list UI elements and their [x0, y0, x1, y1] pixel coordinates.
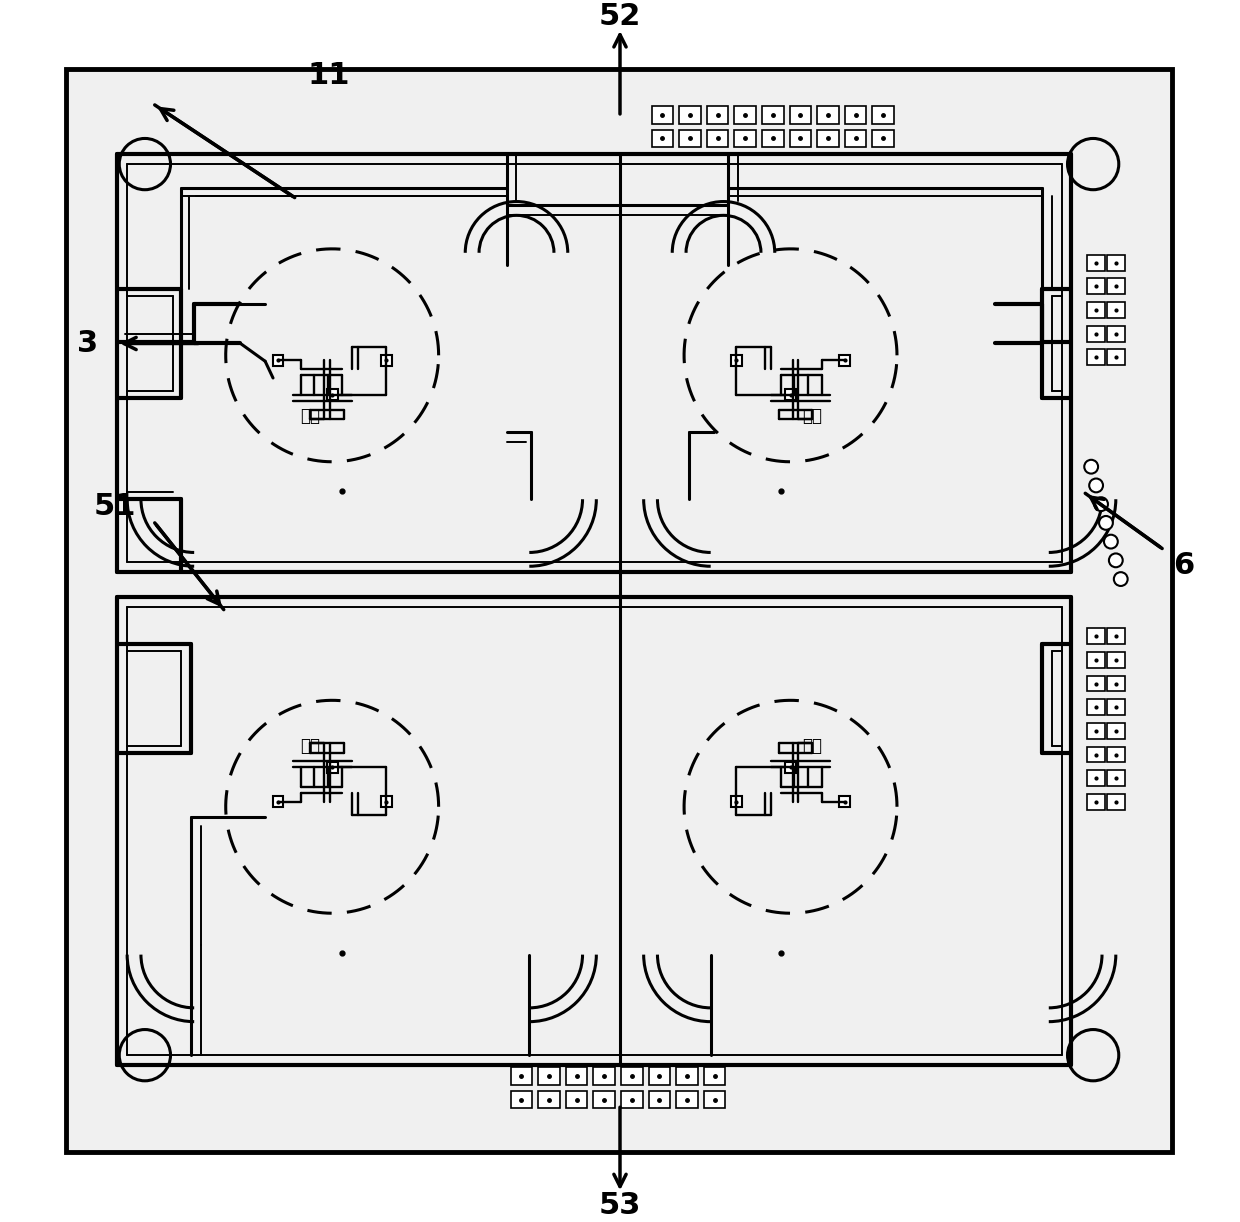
- Text: 53: 53: [599, 1191, 641, 1221]
- Circle shape: [1099, 516, 1112, 530]
- Bar: [817, 106, 838, 123]
- Bar: [649, 1067, 671, 1085]
- Bar: [621, 1091, 642, 1108]
- Bar: [680, 130, 701, 148]
- Bar: [785, 763, 796, 772]
- Bar: [839, 797, 851, 808]
- Text: 52: 52: [599, 1, 641, 31]
- Circle shape: [1094, 497, 1107, 511]
- Bar: [66, 70, 1172, 1152]
- Bar: [1087, 326, 1105, 341]
- Circle shape: [1089, 479, 1104, 492]
- Bar: [1087, 747, 1105, 763]
- Bar: [1107, 699, 1125, 715]
- Bar: [761, 130, 784, 148]
- Bar: [707, 106, 728, 123]
- Bar: [565, 1067, 588, 1085]
- Bar: [844, 130, 867, 148]
- Bar: [538, 1091, 560, 1108]
- Bar: [594, 1067, 615, 1085]
- Bar: [707, 130, 728, 148]
- Circle shape: [1109, 554, 1122, 567]
- Text: 开关: 开关: [300, 407, 320, 425]
- Bar: [1087, 653, 1105, 667]
- Bar: [676, 1067, 698, 1085]
- Circle shape: [1084, 459, 1099, 474]
- Text: 开关: 开关: [802, 407, 822, 425]
- Bar: [1087, 302, 1105, 318]
- Bar: [1087, 628, 1105, 644]
- Bar: [790, 130, 811, 148]
- Bar: [734, 106, 756, 123]
- Bar: [785, 390, 796, 400]
- Bar: [873, 130, 894, 148]
- Bar: [790, 106, 811, 123]
- Bar: [730, 354, 742, 365]
- Bar: [1107, 653, 1125, 667]
- Bar: [1107, 747, 1125, 763]
- Bar: [1087, 699, 1105, 715]
- Bar: [511, 1067, 532, 1085]
- Text: 3: 3: [77, 329, 98, 358]
- Bar: [1087, 676, 1105, 692]
- Bar: [844, 106, 867, 123]
- Bar: [730, 797, 742, 808]
- Text: 6: 6: [1173, 551, 1194, 579]
- Bar: [1087, 349, 1105, 365]
- Bar: [327, 763, 337, 772]
- Text: 开关: 开关: [802, 737, 822, 755]
- Bar: [1087, 723, 1105, 739]
- Bar: [704, 1067, 725, 1085]
- Bar: [839, 354, 851, 365]
- Bar: [1107, 326, 1125, 341]
- Bar: [1087, 254, 1105, 270]
- Bar: [1087, 770, 1105, 786]
- Circle shape: [1104, 535, 1117, 549]
- Bar: [680, 106, 701, 123]
- Bar: [1087, 279, 1105, 295]
- Bar: [676, 1091, 698, 1108]
- Bar: [649, 1091, 671, 1108]
- Bar: [761, 106, 784, 123]
- Bar: [651, 130, 673, 148]
- Bar: [651, 106, 673, 123]
- Bar: [594, 1091, 615, 1108]
- Text: 51: 51: [94, 491, 136, 521]
- Bar: [273, 797, 284, 808]
- Bar: [734, 130, 756, 148]
- Bar: [1107, 628, 1125, 644]
- Bar: [565, 1091, 588, 1108]
- Bar: [1087, 794, 1105, 810]
- Bar: [538, 1067, 560, 1085]
- Bar: [1107, 349, 1125, 365]
- Bar: [511, 1091, 532, 1108]
- Bar: [273, 354, 284, 365]
- Bar: [1107, 676, 1125, 692]
- Bar: [873, 106, 894, 123]
- Bar: [1107, 302, 1125, 318]
- Bar: [381, 797, 392, 808]
- Text: 开关: 开关: [300, 737, 320, 755]
- Bar: [381, 354, 392, 365]
- Bar: [1107, 279, 1125, 295]
- Bar: [1107, 770, 1125, 786]
- Bar: [1107, 254, 1125, 270]
- Circle shape: [1114, 572, 1127, 587]
- Bar: [621, 1067, 642, 1085]
- Bar: [327, 390, 337, 400]
- Bar: [817, 130, 838, 148]
- Bar: [704, 1091, 725, 1108]
- Bar: [1107, 723, 1125, 739]
- Text: 11: 11: [308, 61, 351, 90]
- Bar: [1107, 794, 1125, 810]
